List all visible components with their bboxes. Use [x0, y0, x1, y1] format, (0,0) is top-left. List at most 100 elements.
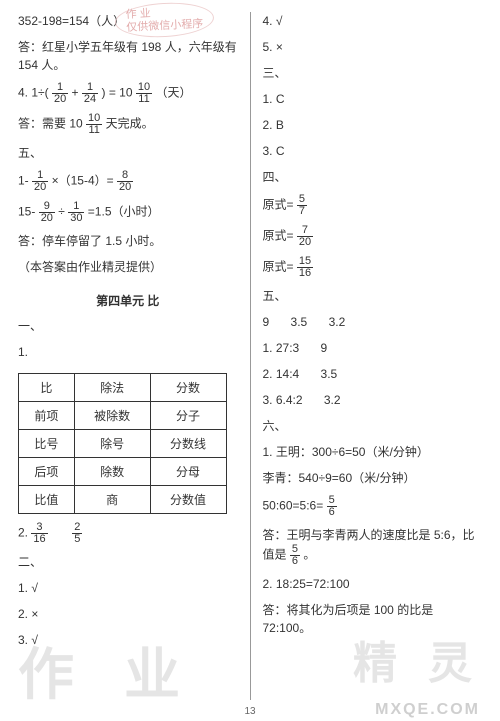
eq5b-f2: 130	[68, 201, 84, 224]
section-6: 六、	[263, 417, 483, 435]
q4-close: ) = 10	[101, 86, 132, 100]
q2-fractions: 2. 316 25	[18, 522, 238, 545]
cell: 分数	[150, 374, 226, 402]
answer-1: 答：红星小学五年级有 198 人，六年级有 154 人。	[18, 38, 238, 74]
q1-label: 1.	[18, 343, 238, 361]
cell: 比号	[19, 430, 75, 458]
plus: +	[72, 86, 82, 100]
section-3: 三、	[263, 64, 483, 82]
eq5a-f1: 120	[32, 170, 48, 193]
problem-6: 答：将其化为后项是 100 的比是 72:100。	[263, 601, 483, 637]
cell: 分母	[150, 458, 226, 486]
eq5a-mid: ×（15-4）=	[52, 174, 117, 188]
judge-4: 4. √	[263, 12, 483, 30]
cell: 被除数	[74, 402, 150, 430]
choice-3: 3. C	[263, 142, 483, 160]
p3-pre: 50:60=5:6=	[263, 499, 327, 513]
section-5r: 五、	[263, 287, 483, 305]
frac-10-11: 1011	[136, 82, 152, 105]
cell: 分子	[150, 402, 226, 430]
unit-title: 第四单元 比	[18, 292, 238, 309]
problem-3: 50:60=5:6= 56	[263, 495, 483, 518]
r2b: 9	[321, 341, 328, 355]
judge-3: 3. √	[18, 631, 238, 649]
stamp-line1: 作 业	[125, 8, 151, 21]
e2-pre: 原式=	[263, 229, 297, 243]
cell: 前项	[19, 402, 75, 430]
judge-2: 2. ×	[18, 605, 238, 623]
ratio-3: 3. 6.4:2 3.2	[263, 391, 483, 409]
v1: 9	[263, 315, 270, 329]
cell: 比	[19, 374, 75, 402]
section-a: 一、	[18, 317, 238, 335]
q2-f1: 316	[31, 522, 47, 545]
cell: 除数	[74, 458, 150, 486]
cell: 分数值	[150, 486, 226, 514]
problem-5: 2. 18:25=72:100	[263, 575, 483, 593]
p4b: 。	[303, 548, 315, 562]
q2-pre: 2.	[18, 526, 31, 540]
stamp-line2: 仅供微信小程序	[126, 18, 204, 34]
e3-pre: 原式=	[263, 260, 297, 274]
eq5b-f1: 920	[39, 201, 55, 224]
cell: 后项	[19, 458, 75, 486]
e2-frac: 720	[297, 225, 313, 248]
column-divider	[250, 12, 251, 700]
frac-1-24: 124	[82, 82, 98, 105]
credit-line: （本答案由作业精灵提供）	[18, 258, 238, 276]
p3-frac: 56	[327, 495, 337, 518]
cell: 分数线	[150, 430, 226, 458]
r2a: 1. 27:3	[263, 341, 300, 355]
eq5a: 1- 120 ×（15-4）= 820	[18, 170, 238, 193]
eq5a-pre: 1-	[18, 174, 32, 188]
cell: 除法	[74, 374, 150, 402]
r4a: 3. 6.4:2	[263, 393, 303, 407]
ans4b: 天完成。	[106, 117, 154, 131]
q4-equation: 4. 1÷( 120 + 124 ) = 10 1011 （天）	[18, 82, 238, 105]
expr-2: 原式= 720	[263, 225, 483, 248]
ans4-frac: 1011	[86, 113, 102, 136]
p4-frac: 56	[290, 544, 300, 567]
page-content: 352-198=154（人） 答：红星小学五年级有 198 人，六年级有 154…	[0, 0, 500, 700]
section-b: 二、	[18, 553, 238, 571]
ratio-2: 2. 14:4 3.5	[263, 365, 483, 383]
left-column: 352-198=154（人） 答：红星小学五年级有 198 人，六年级有 154…	[18, 12, 248, 700]
table-row: 比 除法 分数	[19, 374, 227, 402]
frac-1-20: 120	[52, 82, 68, 105]
eq5b-pre: 15-	[18, 205, 39, 219]
e1-frac: 57	[297, 194, 307, 217]
ratio-1: 1. 27:3 9	[263, 339, 483, 357]
eq5b-mid: ÷	[58, 205, 68, 219]
table-row: 比号 除号 分数线	[19, 430, 227, 458]
choice-2: 2. B	[263, 116, 483, 134]
answer-5: 答：停车停留了 1.5 小时。	[18, 232, 238, 250]
r4b: 3.2	[324, 393, 341, 407]
cell: 比值	[19, 486, 75, 514]
problem-2: 李青：540÷9=60（米/分钟）	[263, 469, 483, 487]
choice-1: 1. C	[263, 90, 483, 108]
q4-unit: （天）	[155, 86, 191, 100]
answer-4: 答：需要 10 1011 天完成。	[18, 113, 238, 136]
q2-f2: 25	[72, 522, 82, 545]
problem-4: 答：王明与李青两人的速度比是 5:6，比值是 56 。	[263, 526, 483, 567]
v2: 3.5	[291, 315, 308, 329]
cell: 除号	[74, 430, 150, 458]
table-row: 后项 除数 分母	[19, 458, 227, 486]
q4-pre: 4. 1÷(	[18, 86, 49, 100]
section-5: 五、	[18, 144, 238, 162]
problem-1: 1. 王明：300÷6=50（米/分钟）	[263, 443, 483, 461]
table-row: 比值 商 分数值	[19, 486, 227, 514]
expr-3: 原式= 1516	[263, 256, 483, 279]
judge-1: 1. √	[18, 579, 238, 597]
page-number: 13	[244, 706, 255, 717]
judge-5: 5. ×	[263, 38, 483, 56]
comparison-table: 比 除法 分数 前项 被除数 分子 比号 除号 分数线 后项 除数 分母 比值	[18, 373, 227, 514]
ans4a: 答：需要 10	[18, 117, 83, 131]
eq5b: 15- 920 ÷ 130 =1.5（小时）	[18, 201, 238, 224]
r3b: 3.5	[321, 367, 338, 381]
v3: 3.2	[329, 315, 346, 329]
row-values: 9 3.5 3.2	[263, 313, 483, 331]
table-row: 前项 被除数 分子	[19, 402, 227, 430]
cell: 商	[74, 486, 150, 514]
r3a: 2. 14:4	[263, 367, 300, 381]
